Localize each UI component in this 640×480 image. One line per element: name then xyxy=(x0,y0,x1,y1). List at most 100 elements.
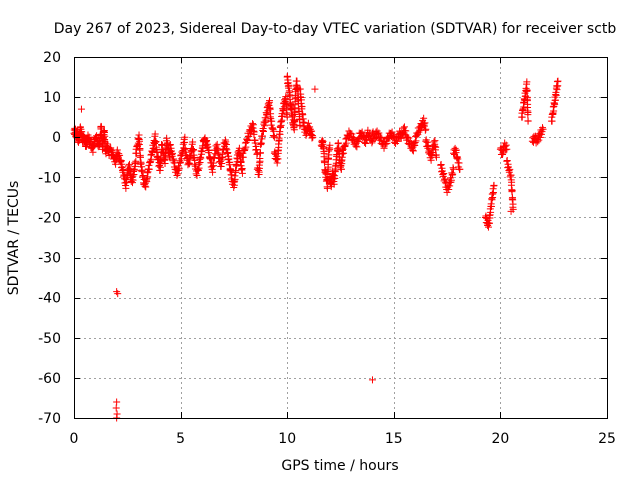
data-point xyxy=(249,120,257,128)
data-point xyxy=(325,151,333,159)
data-point xyxy=(523,87,531,95)
data-point xyxy=(432,153,440,161)
data-point xyxy=(137,160,145,168)
data-point xyxy=(405,134,413,142)
data-point xyxy=(232,168,240,176)
data-point xyxy=(415,128,423,136)
y-tick-label: -70 xyxy=(38,411,61,427)
data-point xyxy=(142,183,150,191)
data-point xyxy=(270,133,278,141)
data-point xyxy=(406,138,414,146)
data-point xyxy=(554,77,562,85)
data-point xyxy=(143,175,151,183)
chart-title: Day 267 of 2023, Sidereal Day-to-day VTE… xyxy=(54,21,617,37)
data-point xyxy=(413,129,421,137)
data-point xyxy=(147,157,155,165)
data-point xyxy=(226,158,234,166)
data-point xyxy=(524,117,532,125)
data-point xyxy=(524,108,532,116)
data-point xyxy=(89,148,97,156)
data-point xyxy=(508,186,516,194)
data-point xyxy=(508,178,516,186)
data-point xyxy=(259,128,267,136)
data-point xyxy=(245,132,253,140)
y-tick-label: -10 xyxy=(38,170,61,186)
data-point xyxy=(297,96,305,104)
data-point xyxy=(449,170,457,178)
data-point xyxy=(228,171,236,179)
data-point xyxy=(456,165,464,173)
x-axis-label: GPS time / hours xyxy=(281,458,398,474)
data-point xyxy=(382,140,390,148)
data-point xyxy=(368,129,376,137)
data-point xyxy=(291,117,299,125)
data-point xyxy=(487,208,495,216)
data-point xyxy=(286,92,294,100)
data-point xyxy=(368,139,376,147)
data-point xyxy=(85,133,93,141)
data-point xyxy=(122,184,130,192)
data-point xyxy=(97,123,105,131)
data-point xyxy=(244,137,252,145)
y-tick-label: -40 xyxy=(38,291,61,307)
data-point xyxy=(132,157,140,165)
data-point xyxy=(257,140,265,148)
x-tick-label: 25 xyxy=(598,431,616,447)
data-point xyxy=(181,144,189,152)
data-point xyxy=(321,157,329,165)
data-point xyxy=(408,146,416,154)
data-point xyxy=(138,166,146,174)
data-point xyxy=(534,138,542,146)
data-point xyxy=(552,91,560,99)
data-point xyxy=(282,93,290,101)
data-point xyxy=(503,157,511,164)
data-point xyxy=(145,165,153,173)
y-tick-label: -30 xyxy=(38,251,61,267)
data-point xyxy=(449,165,457,173)
data-point xyxy=(131,166,139,174)
x-tick-label: 15 xyxy=(385,431,403,447)
data-point xyxy=(437,161,445,169)
data-point xyxy=(443,188,451,196)
data-point xyxy=(181,133,189,141)
data-point xyxy=(393,137,401,145)
data-point xyxy=(175,164,183,172)
data-point xyxy=(331,174,339,182)
y-tick-label: -20 xyxy=(38,210,61,226)
data-point xyxy=(250,128,258,136)
data-point xyxy=(409,147,417,155)
data-point xyxy=(262,116,270,124)
data-point xyxy=(217,163,225,171)
data-point xyxy=(235,144,243,152)
plot-frame xyxy=(74,57,608,419)
data-point xyxy=(238,169,246,177)
data-point xyxy=(293,77,301,85)
data-point xyxy=(169,149,177,157)
data-point xyxy=(548,117,556,125)
data-point xyxy=(431,137,439,145)
data-point xyxy=(551,100,559,108)
data-point xyxy=(489,188,497,196)
data-point xyxy=(268,117,276,125)
data-point xyxy=(330,180,338,188)
data-point xyxy=(452,146,460,154)
data-point xyxy=(421,119,429,127)
data-point xyxy=(113,398,121,406)
data-point xyxy=(189,145,197,153)
data-point xyxy=(203,136,211,144)
data-point xyxy=(112,404,120,412)
data-point xyxy=(189,138,197,146)
y-tick-label: 10 xyxy=(43,90,61,106)
data-point xyxy=(139,172,147,180)
data-point xyxy=(193,172,201,180)
data-point xyxy=(266,97,274,105)
data-point xyxy=(353,143,361,151)
x-tick-label: 10 xyxy=(278,431,296,447)
data-point xyxy=(290,126,298,134)
data-point xyxy=(375,129,383,137)
data-point xyxy=(323,184,331,192)
data-point xyxy=(326,141,334,149)
data-point xyxy=(233,161,241,169)
data-point xyxy=(113,146,121,154)
data-point xyxy=(432,143,440,151)
